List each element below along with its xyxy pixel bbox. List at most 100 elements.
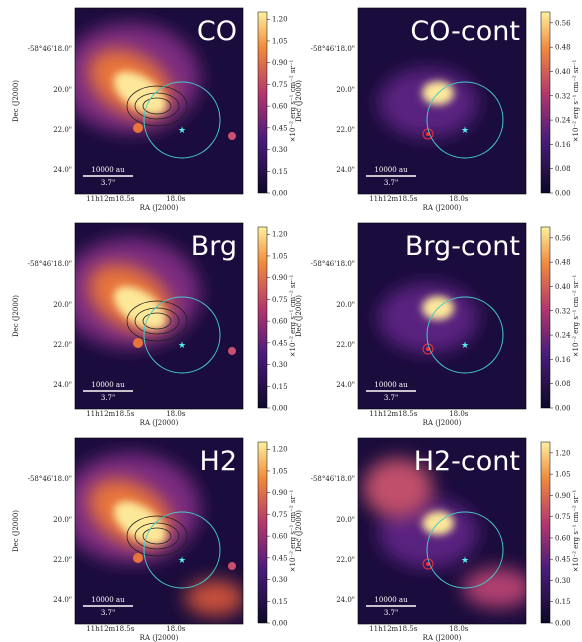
colorbar-tick-label: 0.56: [555, 19, 571, 27]
colorbar-tick-label: 1.05: [272, 467, 288, 475]
panel: ★ 10000 au 3.7" CO-cont -58°46'18.0" 20.0" 22.…: [295, 7, 580, 212]
colorbar: [540, 441, 551, 624]
x-tick-label: 18.0s: [166, 625, 186, 633]
colorbar-tick-label: 0.32: [555, 307, 571, 315]
y-tick-label: 20.0": [53, 301, 72, 309]
contour: [142, 312, 172, 330]
colorbar-label: ×10⁻² erg s⁻¹ cm⁻² sr⁻¹: [572, 274, 580, 357]
frame: [357, 7, 527, 195]
aperture: [143, 511, 221, 589]
colorbar-tick-label: 0.48: [555, 259, 571, 267]
y-tick-label: -58°46'18.0": [311, 260, 355, 268]
colorbar-tick-label: 0.45: [272, 339, 288, 347]
colorbar-tick-label: 0.15: [272, 168, 288, 176]
y-tick-label: -58°46'18.0": [28, 260, 72, 268]
colorbar-tick-label: 0.90: [272, 59, 288, 67]
x-tick-label: 18.0s: [449, 625, 469, 633]
y-tick-label: 24.0": [336, 166, 355, 174]
colorbar-tick-label: 1.05: [272, 252, 288, 260]
x-tick-label: 18.0s: [449, 410, 469, 418]
knot: [133, 553, 143, 563]
panel-label: CO-cont: [410, 16, 520, 47]
y-axis-label: Dec (J2000): [295, 80, 303, 122]
star: ★: [178, 126, 186, 136]
y-tick-label: 20.0": [336, 516, 355, 524]
frame: [357, 437, 527, 625]
image: ★ 10000 au 3.7": [358, 223, 526, 409]
x-axis-label: RA (J2000): [423, 419, 462, 427]
colorbar: [540, 226, 551, 409]
y-tick-label: 22.0": [336, 556, 355, 564]
contour: [126, 85, 188, 127]
colorbar-tick-label: 0.30: [272, 576, 288, 584]
aperture: [143, 296, 221, 374]
image: ★ 10000 au 3.7": [358, 438, 526, 624]
colorbar-tick-label: 0.90: [272, 274, 288, 282]
aperture: [426, 511, 504, 589]
colorbar-tick-label: 0.00: [272, 620, 288, 628]
colorbar-tick-label: 0.24: [555, 117, 571, 125]
colorbar-tick-label: 1.20: [555, 449, 571, 457]
x-axis-label: RA (J2000): [423, 204, 462, 212]
panel-label: H2-cont: [414, 446, 520, 477]
knot: [228, 347, 236, 355]
colorbar-tick-label: 1.20: [272, 446, 288, 454]
colorbar: [257, 441, 268, 624]
panel-label: Brg: [191, 231, 237, 262]
panel-label: CO: [197, 16, 237, 47]
emission: [113, 286, 167, 330]
colorbar-label: ×10⁻² erg s⁻¹ cm⁻² sr⁻¹: [289, 489, 297, 572]
star: ★: [461, 341, 469, 351]
x-tick-label: 11h12m18.5s: [369, 625, 418, 633]
colorbar-tick-label: 0.40: [555, 68, 571, 76]
star: ★: [461, 126, 469, 136]
image: ★ 10000 au 3.7": [358, 8, 526, 194]
scale-angle: 3.7": [384, 394, 398, 402]
y-tick-label: -58°46'18.0": [311, 45, 355, 53]
colorbar-tick-label: 0.90: [272, 489, 288, 497]
knot: [228, 132, 236, 140]
scale-bar-label: 10000 au: [91, 596, 125, 604]
colorbar-tick-label: 0.56: [555, 234, 571, 242]
knot: [133, 338, 143, 348]
colorbar: [257, 226, 268, 409]
colorbar-tick-label: 0.60: [272, 103, 288, 111]
x-tick-label: 18.0s: [449, 195, 469, 203]
panel: ★ 10000 au 3.7" H2-cont -58°46'18.0" 20.0" 22.…: [295, 437, 580, 642]
panel-label: H2: [200, 446, 237, 477]
y-axis-label: Dec (J2000): [12, 80, 20, 122]
colorbar-tick-label: 0.00: [272, 405, 288, 413]
contour: [134, 92, 180, 120]
colorbar-tick-label: 1.20: [272, 16, 288, 24]
scale-bar-label: 10000 au: [374, 596, 408, 604]
emission: [378, 68, 478, 138]
y-axis-label: Dec (J2000): [12, 510, 20, 552]
x-axis-label: RA (J2000): [423, 634, 462, 642]
image: ★ 10000 au 3.7": [75, 223, 243, 409]
x-tick-label: 11h12m18.5s: [369, 410, 418, 418]
emission: [378, 283, 478, 353]
image: ★ 10000 au 3.7": [75, 8, 243, 194]
y-tick-label: -58°46'18.0": [28, 475, 72, 483]
colorbar-tick-label: 1.05: [272, 37, 288, 45]
contour: [134, 307, 180, 335]
emission: [113, 501, 167, 545]
emission: [463, 568, 526, 608]
colorbar-tick-label: 0.00: [555, 620, 571, 628]
y-tick-label: 22.0": [53, 126, 72, 134]
colorbar-tick-label: 0.75: [555, 513, 571, 521]
panel: ★ 10000 au 3.7" H2 -58°46'18.0" 20.0" 22.0" 24.…: [12, 437, 297, 642]
x-tick-label: 18.0s: [166, 410, 186, 418]
colorbar-label: ×10⁻² erg s⁻¹ cm⁻² sr⁻¹: [289, 274, 297, 357]
x-tick-label: 11h12m18.5s: [369, 195, 418, 203]
panel: ★ 10000 au 3.7" CO -58°46'18.0" 20.0" 22.0" 24.…: [12, 7, 297, 212]
y-axis-label: Dec (J2000): [295, 510, 303, 552]
colorbar-tick-label: 0.45: [272, 554, 288, 562]
y-tick-label: 22.0": [53, 341, 72, 349]
colorbar-tick-label: 0.75: [272, 81, 288, 89]
colorbar: [257, 11, 268, 194]
y-tick-label: 20.0": [336, 301, 355, 309]
y-tick-label: -58°46'18.0": [311, 475, 355, 483]
colorbar-tick-label: 0.00: [555, 190, 571, 198]
